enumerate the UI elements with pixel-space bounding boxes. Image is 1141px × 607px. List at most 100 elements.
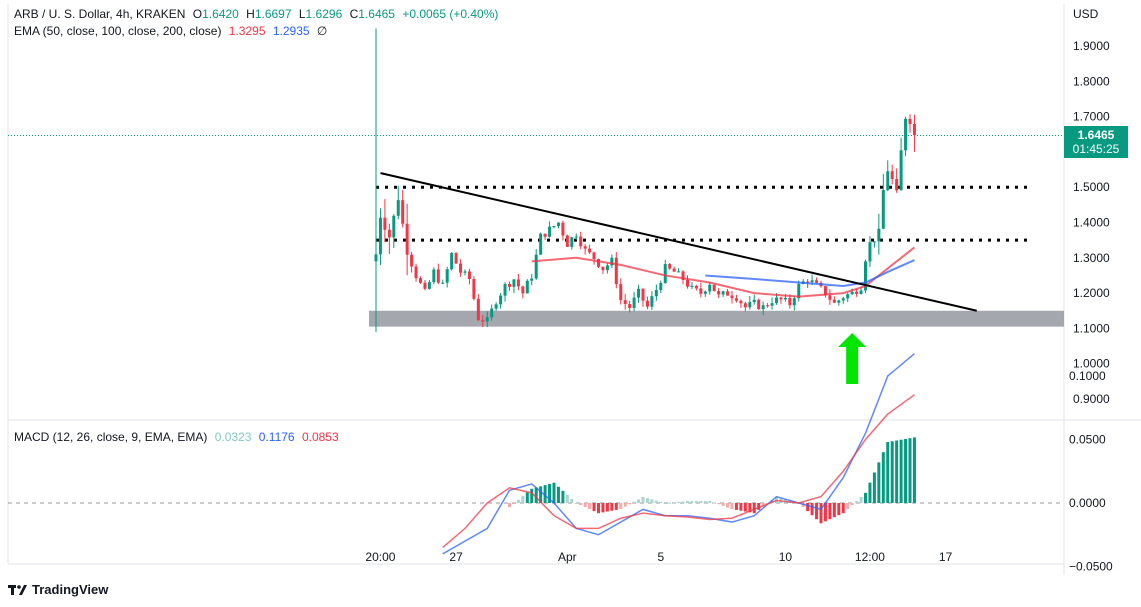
candle-body: [432, 269, 436, 283]
price-tick-label: 1.8000: [1073, 74, 1110, 88]
macd-histogram-bar: [886, 442, 890, 503]
macd-histogram-bar: [565, 494, 569, 503]
price-tick-label: 1.5000: [1073, 180, 1110, 194]
macd-histogram-bar: [534, 487, 538, 503]
candle-body: [770, 303, 774, 306]
candle-body: [743, 303, 747, 308]
candle-body: [855, 291, 859, 294]
macd-histogram-bar: [806, 503, 810, 512]
low-label: L: [298, 7, 306, 21]
macd-histogram-bar: [552, 482, 556, 503]
candle-body: [467, 271, 471, 280]
candle-body: [476, 298, 480, 321]
macd-histogram-bar: [677, 501, 681, 503]
candle-body: [521, 286, 525, 294]
candle-body: [837, 300, 841, 303]
candle-body: [570, 237, 574, 247]
candle-body: [623, 300, 627, 305]
candle-body: [752, 299, 756, 303]
candle-body: [775, 297, 778, 304]
macd-line: [442, 353, 915, 555]
macd-histogram-bar: [828, 503, 832, 520]
time-tick-label: 20:00: [365, 550, 395, 564]
candle-body: [654, 290, 658, 297]
macd-histogram-bar: [868, 482, 872, 503]
candle-body: [525, 280, 529, 294]
candle-body: [650, 296, 654, 307]
macd-histogram-bar: [628, 503, 632, 505]
close-label: C: [349, 7, 359, 21]
candle-body: [463, 271, 467, 273]
last-price-value: 1.6465: [1077, 128, 1115, 142]
macd-histogram-bar: [877, 462, 881, 503]
candle-body: [734, 298, 738, 301]
candle-body: [690, 285, 694, 287]
macd-histogram-bar: [588, 503, 592, 510]
candle-body: [450, 252, 454, 270]
macd-histogram-bar: [761, 503, 765, 507]
macd-histogram-bar: [610, 503, 614, 511]
macd-histogram-bar: [703, 500, 707, 503]
macd-tick-label: 0.0500: [1069, 433, 1106, 447]
price-tick-label: 1.0000: [1073, 357, 1110, 371]
candle-body: [485, 317, 489, 322]
candle-body: [516, 279, 520, 287]
candle-body: [552, 226, 556, 228]
candle-body: [378, 217, 382, 255]
candle-body: [886, 171, 890, 191]
candle-body: [543, 233, 547, 237]
candle-body: [895, 178, 899, 191]
symbol-label: ARB / U. S. Dollar, 4h, KRAKEN: [14, 7, 186, 21]
candle-body: [628, 304, 632, 308]
candle-body: [641, 288, 645, 301]
last-price-badge: 1.6465 01:45:25: [1064, 126, 1128, 158]
macd-histogram-bar: [641, 496, 645, 503]
macd-histogram-bar: [908, 438, 912, 503]
macd-histogram-bar: [699, 500, 703, 503]
macd-signal-value: 0.0853: [301, 430, 339, 444]
tradingview-logo[interactable]: TradingView: [8, 582, 108, 597]
macd-histogram-bar: [690, 500, 694, 503]
macd-histogram-bar: [663, 503, 667, 504]
macd-histogram-bar: [904, 438, 908, 503]
candle-body: [645, 300, 649, 307]
macd-histogram-bar: [895, 440, 899, 503]
ema50-line: [531, 246, 916, 298]
candle-body: [823, 286, 827, 296]
candle-body: [783, 297, 787, 300]
macd-histogram-bar: [574, 503, 578, 504]
ema200-value: ∅: [316, 24, 328, 38]
candle-body: [419, 278, 422, 283]
candle-body: [681, 271, 685, 280]
macd-histogram-bar: [912, 437, 916, 503]
macd-histogram-bar: [623, 503, 627, 507]
candle-body: [441, 282, 445, 284]
candle-body: [846, 294, 850, 299]
macd-histogram-bar: [583, 503, 587, 508]
ema50-value: 1.3295: [228, 24, 266, 38]
open-value: 1.6420: [202, 7, 239, 21]
candle-body: [828, 295, 832, 300]
candle-body: [614, 257, 618, 285]
candle-body: [459, 263, 463, 273]
macd-histogram-bar: [516, 499, 520, 503]
macd-histogram-bar: [815, 503, 819, 520]
macd-value: 0.1176: [258, 430, 295, 444]
macd-histogram-bar: [681, 501, 685, 503]
time-tick-label: 12:00: [855, 550, 885, 564]
candle-body: [597, 259, 600, 267]
macd-histogram-bar: [708, 500, 712, 503]
candle-body: [850, 291, 854, 295]
candle-body: [739, 300, 743, 304]
macd-histogram-bar: [855, 500, 859, 503]
time-tick-label: 27: [449, 550, 463, 564]
candle-body: [565, 235, 569, 247]
price-tick-label: 1.4000: [1073, 216, 1110, 230]
macd-histogram-bar: [508, 503, 511, 508]
candle-body: [912, 124, 916, 136]
candle-body: [503, 283, 507, 296]
macd-label: MACD (12, 26, close, 9, EMA, EMA): [14, 430, 208, 444]
time-tick-label: 17: [939, 550, 953, 564]
macd-histogram-bar: [654, 500, 658, 503]
